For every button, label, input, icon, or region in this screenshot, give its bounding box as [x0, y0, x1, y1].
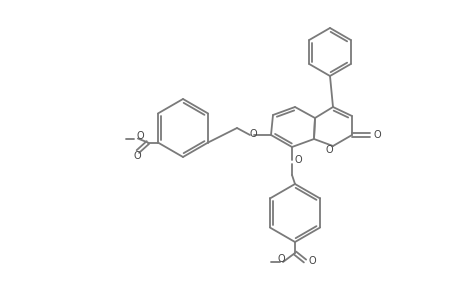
Text: O: O: [372, 130, 380, 140]
Text: O: O: [294, 155, 301, 165]
Text: O: O: [325, 145, 332, 155]
Text: O: O: [277, 254, 284, 264]
Text: O: O: [136, 130, 143, 140]
Text: O: O: [308, 256, 315, 266]
Text: O: O: [249, 129, 256, 139]
Text: O: O: [133, 151, 140, 160]
